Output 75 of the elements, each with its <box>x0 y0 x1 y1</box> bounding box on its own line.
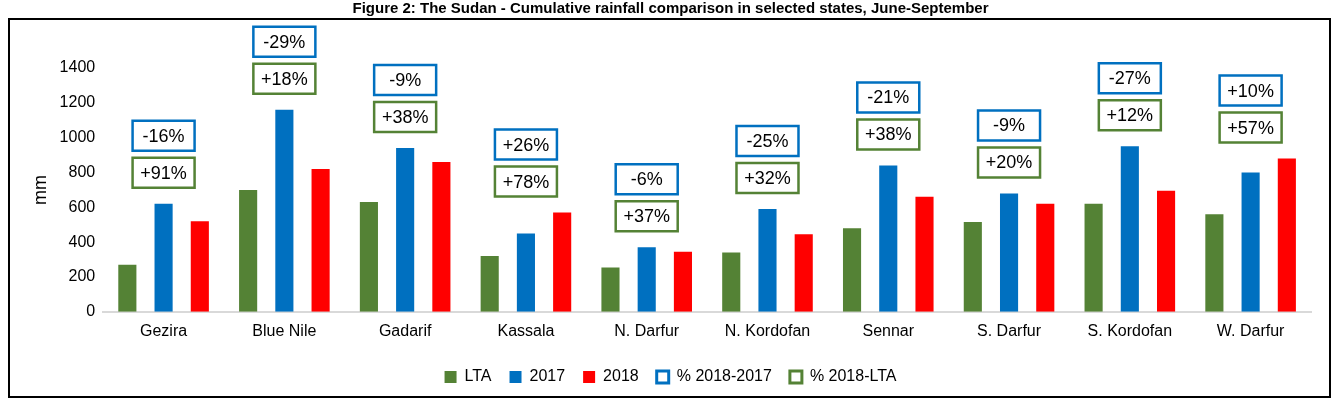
text: +37% <box>623 206 670 227</box>
bar <box>637 247 656 312</box>
text: -25% <box>746 131 789 152</box>
text: -9% <box>993 115 1026 136</box>
y-axis-title: mm <box>29 174 50 205</box>
text: +18% <box>261 68 308 89</box>
bar <box>553 212 572 312</box>
bar <box>190 221 209 312</box>
bar <box>432 162 451 312</box>
bar <box>999 193 1019 312</box>
x-tick-label: N. Darfur <box>614 321 680 339</box>
text: +20% <box>985 152 1033 173</box>
text: -6% <box>630 169 663 190</box>
x-tick-label: Sennar <box>862 321 915 339</box>
x-tick-label: Gadarif <box>378 321 432 339</box>
y-tick-label: 1000 <box>59 128 96 146</box>
text: +10% <box>1227 80 1274 101</box>
text: +57% <box>1227 117 1274 138</box>
y-tick-label: 400 <box>68 232 96 250</box>
text: -27% <box>1108 68 1151 89</box>
bar <box>758 209 777 312</box>
bar <box>1205 214 1224 312</box>
text: +38% <box>381 107 429 128</box>
legend-label: 2018 <box>603 367 639 385</box>
text: +91% <box>140 162 187 183</box>
x-tick-label: Kassala <box>497 321 555 339</box>
text: +38% <box>864 124 912 145</box>
chart-title: Figure 2: The Sudan - Cumulative rainfall comparison in selected states, June-September <box>351 0 990 18</box>
y-tick-label: 0 <box>86 302 96 320</box>
bar <box>601 267 620 312</box>
bar <box>915 196 934 312</box>
legend-label: % 2018-LTA <box>809 367 897 385</box>
legend-label: 2017 <box>529 367 566 385</box>
bar <box>396 148 415 312</box>
bar <box>1036 203 1055 312</box>
bar <box>963 222 982 312</box>
text: -9% <box>389 70 422 91</box>
bar <box>673 251 692 312</box>
bar <box>879 165 898 312</box>
legend-label: LTA <box>464 367 492 385</box>
bar <box>1120 146 1139 312</box>
x-tick-label: Blue Nile <box>252 321 317 339</box>
bar <box>311 169 330 312</box>
legend-label: % 2018-2017 <box>676 367 772 385</box>
bar <box>359 202 378 312</box>
y-tick-label: 800 <box>68 162 96 180</box>
text: +26% <box>502 134 550 155</box>
bar <box>1157 190 1176 312</box>
x-tick-label: S. Kordofan <box>1087 321 1173 339</box>
bar <box>239 189 258 312</box>
text: +32% <box>744 168 791 189</box>
x-tick-label: S. Darfur <box>977 321 1042 339</box>
y-tick-label: 600 <box>68 197 96 215</box>
text: +12% <box>1106 105 1154 126</box>
bar <box>794 234 813 312</box>
bar <box>1084 203 1103 312</box>
bar <box>842 228 862 312</box>
bar <box>480 256 499 312</box>
bar <box>516 233 535 312</box>
bar <box>275 109 294 312</box>
x-tick-label: W. Darfur <box>1216 321 1286 339</box>
y-tick-label: 200 <box>68 267 96 285</box>
bar <box>722 252 741 312</box>
bar <box>118 264 137 312</box>
bar <box>154 203 173 312</box>
bar <box>1277 158 1296 312</box>
y-tick-label: 1400 <box>59 58 96 76</box>
text: -16% <box>142 125 185 146</box>
x-tick-label: Gezira <box>140 321 188 339</box>
x-tick-label: N. Kordofan <box>724 321 811 339</box>
bar <box>1241 172 1260 312</box>
text: -21% <box>867 87 910 108</box>
y-tick-label: 1200 <box>59 93 96 111</box>
text: +78% <box>502 171 550 192</box>
text: -29% <box>263 31 306 52</box>
